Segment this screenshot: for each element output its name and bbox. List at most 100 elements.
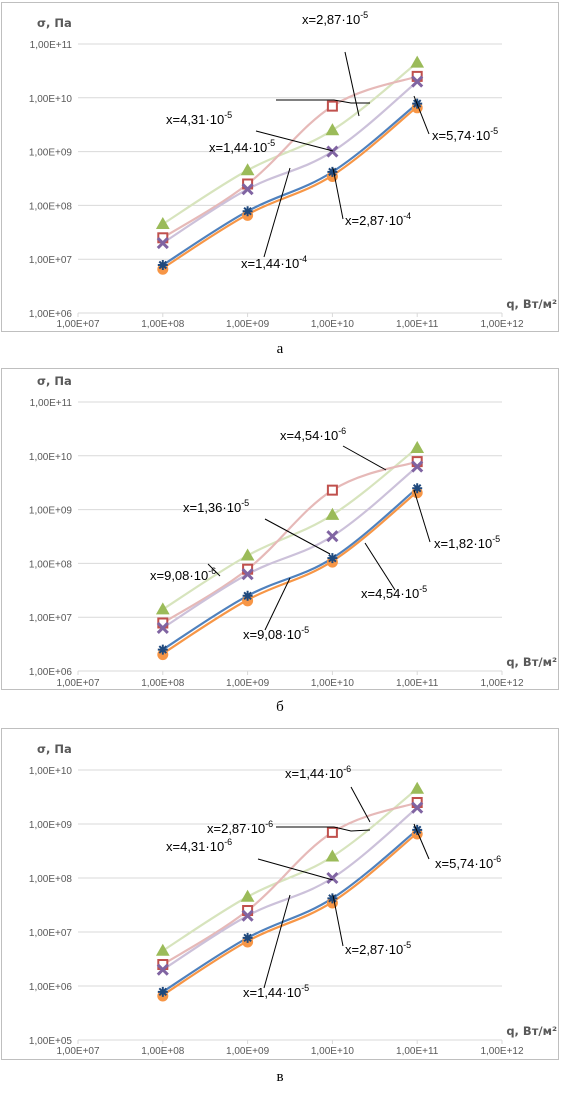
annotation-leader-line (276, 99, 370, 104)
marker-star (412, 824, 423, 835)
series-line-circle (162, 105, 418, 270)
annotation-label: x=1,36·10-5 (183, 498, 249, 515)
panel-caption: а (277, 341, 284, 357)
annotation-leader-line (342, 445, 387, 471)
marker-square (326, 100, 338, 112)
annotation-leader-line (344, 51, 360, 117)
marker-star (242, 932, 253, 943)
annotation-leader-line (364, 542, 396, 591)
series-line-x (162, 80, 418, 244)
x-tick-label: 1,00E+10 (311, 1046, 355, 1057)
annotation-label: x=9,08·10-5 (243, 625, 309, 642)
marker-x (411, 801, 424, 814)
y-tick-label: 1,00E+09 (29, 820, 73, 831)
x-tick-label: 1,00E+12 (480, 319, 524, 330)
marker-triangle (240, 548, 255, 561)
marker-triangle (325, 123, 340, 136)
annotation-leader-line (257, 858, 334, 881)
annotation-leader-line (255, 130, 334, 152)
series-line-x (162, 806, 418, 971)
marker-star (157, 260, 168, 271)
series-line-square (162, 801, 418, 966)
x-tick-label: 1,00E+11 (396, 319, 439, 330)
annotation-label: x=4,54·10-5 (361, 584, 427, 601)
x-tick-label: 1,00E+09 (226, 319, 270, 330)
series-line-star (162, 828, 418, 993)
x-axis-title: q, Вт/м² (506, 655, 557, 669)
marker-x (326, 145, 339, 158)
x-tick-label: 1,00E+11 (396, 1046, 439, 1057)
x-tick-label: 1,00E+09 (226, 678, 270, 689)
series-line-triangle (162, 787, 418, 952)
annotation-leader-line (263, 167, 291, 258)
marker-square (326, 484, 338, 496)
marker-x (156, 621, 169, 635)
y-tick-label: 1,00E+09 (29, 506, 73, 517)
annotation-leader-line (413, 95, 430, 135)
x-tick-label: 1,00E+08 (141, 1046, 185, 1057)
y-tick-label: 1,00E+07 (29, 928, 73, 939)
y-tick-label: 1,00E+08 (29, 201, 73, 212)
marker-star (242, 590, 253, 601)
y-tick-label: 1,00E+09 (29, 148, 73, 159)
marker-triangle (155, 602, 170, 615)
panel-caption: б (276, 699, 284, 715)
y-tick-label: 1,00E+10 (29, 452, 73, 463)
y-tick-label: 1,00E+08 (29, 559, 73, 570)
y-tick-label: 1,00E+07 (29, 613, 73, 624)
series-line-square (162, 460, 418, 624)
annotation-label: x=5,74·10-6 (435, 854, 501, 871)
annotation-label: x=2,87·10-4 (345, 211, 411, 228)
marker-x (411, 460, 424, 473)
y-axis-title: σ, Па (37, 742, 72, 756)
y-tick-label: 1,00E+10 (29, 94, 73, 105)
annotation-label: x=2,87·10-5 (302, 10, 368, 27)
marker-triangle (325, 849, 340, 862)
marker-triangle (410, 55, 425, 68)
annotation-label: x=4,31·10-5 (166, 110, 232, 127)
marker-triangle (155, 943, 170, 956)
y-tick-label: 1,00E+08 (29, 874, 73, 885)
annotation-label: x=1,44·10-5 (243, 983, 309, 1000)
annotation-label: x=2,87·10-5 (345, 940, 411, 957)
marker-x (241, 909, 254, 922)
annotation-label: x=1,82·10-5 (434, 534, 500, 551)
y-tick-label: 1,00E+06 (29, 982, 73, 993)
annotation-leader-line (413, 823, 430, 860)
x-tick-label: 1,00E+08 (141, 678, 185, 689)
series-line-square (162, 75, 418, 239)
series-line-triangle (162, 61, 418, 225)
panel-caption: в (276, 1069, 283, 1085)
x-tick-label: 1,00E+12 (480, 678, 524, 689)
marker-x (411, 75, 424, 88)
annotation-label: x=4,31·10-6 (166, 837, 232, 854)
annotation-label: x=1,44·10-6 (285, 764, 351, 781)
x-tick-label: 1,00E+07 (56, 678, 100, 689)
annotation-label: x=4,54·10-6 (280, 426, 346, 443)
chart-panel-б: 1,00E+061,00E+071,00E+081,00E+091,00E+10… (1, 368, 559, 715)
y-tick-label: 1,00E+11 (30, 40, 73, 51)
marker-x (241, 183, 254, 196)
marker-star (242, 206, 253, 217)
chart-panel-в: 1,00E+05 1,00E+06 1,00E+07 1,00E+08 1,00E+09… (1, 728, 559, 1085)
annotation-label: x=2,87·10-6 (207, 819, 273, 836)
x-tick-label: 1,00E+10 (311, 319, 355, 330)
y-tick-label: 1,00E+06 (29, 309, 73, 320)
y-tick-label: 1,00E+07 (29, 255, 73, 266)
annotation-leader-line (207, 563, 221, 577)
marker-triangle (325, 507, 340, 520)
marker-star (157, 986, 168, 997)
annotation-leader-line (276, 826, 371, 832)
y-axis-title: σ, Па (37, 374, 72, 388)
marker-triangle (155, 217, 170, 230)
marker-x (326, 530, 339, 543)
annotation-leader-line (350, 786, 371, 823)
x-tick-label: 1,00E+11 (396, 678, 439, 689)
y-tick-label: 1,00E+10 (29, 766, 73, 777)
series-line-triangle (162, 447, 418, 611)
x-tick-label: 1,00E+08 (141, 319, 185, 330)
series-line-x (162, 465, 418, 629)
marker-star (412, 483, 423, 494)
marker-x (156, 236, 169, 250)
